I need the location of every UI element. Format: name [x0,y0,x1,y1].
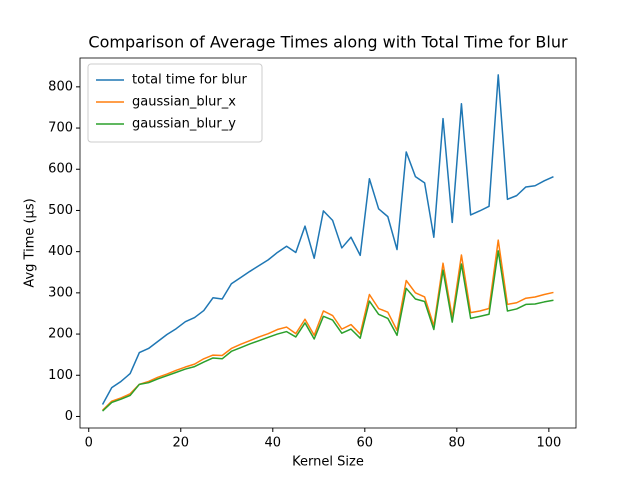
x-tick-label: 40 [265,436,282,451]
plot-frame [79,57,577,429]
data-line [101,74,554,405]
y-tick-label: 600 [48,162,73,177]
y-tick-label: 500 [48,203,73,218]
x-tick-label: 100 [536,436,561,451]
x-tick-label: 20 [172,436,189,451]
x-axis-label: Kernel Size [292,455,364,470]
y-tick-label: 100 [48,368,73,383]
legend-label: gaussian_blur_y [132,117,236,132]
data-line [102,250,554,412]
y-axis-label: Avg Time (µs) [23,198,38,287]
y-tick-label: 400 [48,244,73,259]
chart-title: Comparison of Average Times along with T… [88,33,568,52]
legend-label: gaussian_blur_x [132,95,236,110]
y-tick-label: 200 [48,327,73,342]
x-tick-label: 80 [449,436,466,451]
x-tick-label: 60 [357,436,374,451]
x-tick-label: 0 [85,436,93,451]
legend-box [87,63,263,143]
y-tick-label: 700 [48,121,73,136]
data-line [102,239,554,411]
y-tick-label: 0 [65,409,73,424]
y-tick-label: 300 [48,285,73,300]
legend-label: total time for blur [132,73,247,88]
y-tick-label: 800 [48,79,73,94]
